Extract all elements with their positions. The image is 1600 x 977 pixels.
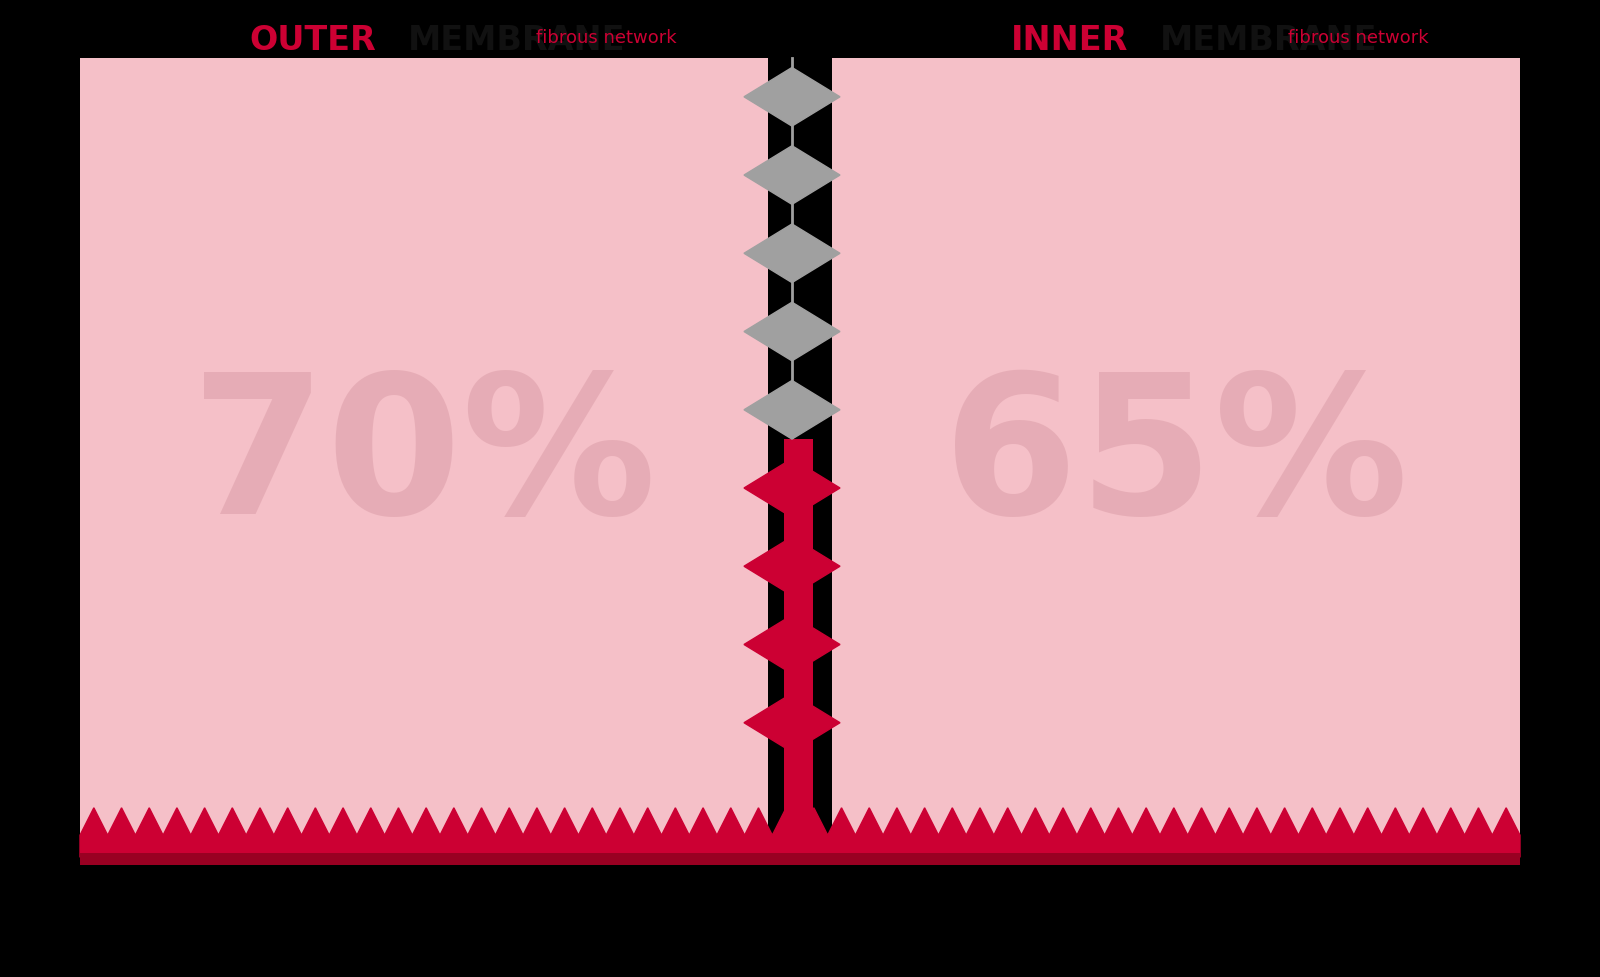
Polygon shape: [744, 537, 840, 596]
Polygon shape: [744, 459, 840, 518]
Polygon shape: [744, 616, 840, 674]
Polygon shape: [80, 808, 1520, 857]
Bar: [832, 59, 1520, 860]
Text: 70%: 70%: [192, 365, 656, 553]
Text: MEMBRANE: MEMBRANE: [408, 24, 626, 58]
Bar: [784, 440, 813, 860]
Text: 65%: 65%: [944, 365, 1408, 553]
Bar: [80, 853, 1520, 865]
Text: fibrous network: fibrous network: [536, 29, 677, 47]
Text: fibrous network: fibrous network: [1288, 29, 1429, 47]
Polygon shape: [744, 225, 840, 283]
Bar: [80, 59, 768, 860]
Polygon shape: [744, 694, 840, 752]
Text: MEMBRANE: MEMBRANE: [1160, 24, 1378, 58]
Polygon shape: [744, 381, 840, 440]
Text: OUTER: OUTER: [250, 24, 376, 58]
Polygon shape: [744, 68, 840, 127]
Polygon shape: [744, 147, 840, 205]
Text: INNER: INNER: [1011, 24, 1128, 58]
Polygon shape: [744, 303, 840, 361]
